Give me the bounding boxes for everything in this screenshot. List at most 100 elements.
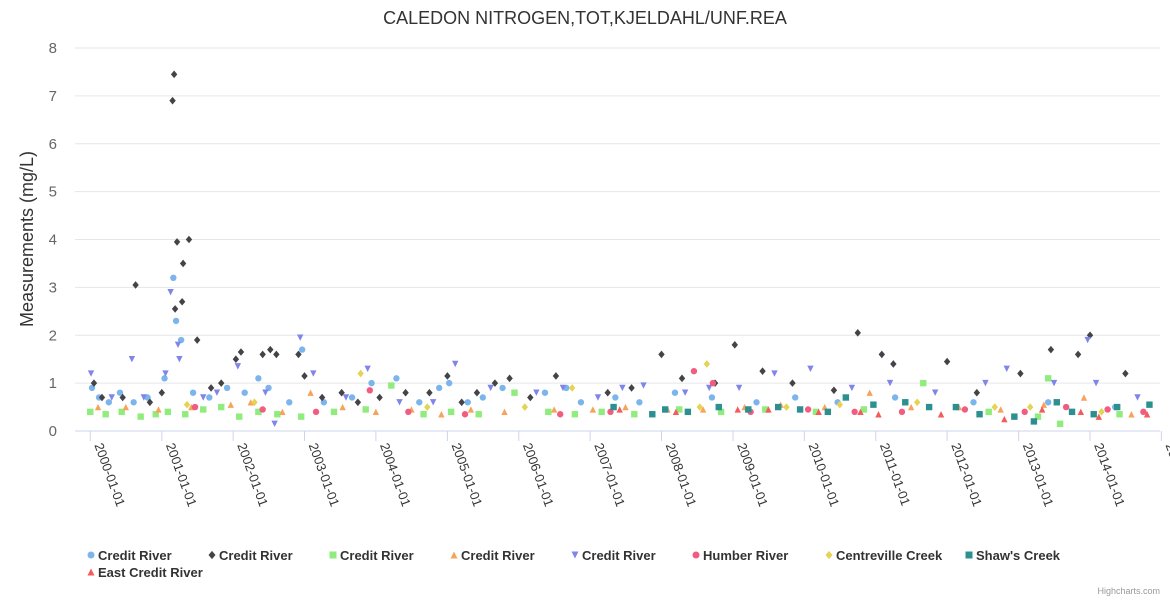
data-point[interactable] [487,384,494,392]
data-point[interactable] [174,341,182,349]
data-point[interactable] [860,406,868,413]
data-point[interactable] [715,403,722,411]
data-point[interactable] [631,411,638,418]
data-point[interactable] [170,274,177,281]
data-point[interactable] [662,406,669,413]
data-point[interactable] [183,400,191,409]
data-point[interactable] [182,411,189,418]
data-point[interactable] [703,360,711,368]
data-point[interactable] [604,388,611,397]
data-point[interactable] [255,408,262,416]
data-point[interactable] [857,408,864,416]
data-point[interactable] [169,96,176,105]
data-point[interactable] [436,384,443,392]
data-point[interactable] [765,406,772,413]
data-point[interactable] [684,408,692,416]
data-point[interactable] [137,413,144,420]
data-point[interactable] [622,403,629,411]
data-point[interactable] [762,406,769,413]
data-point[interactable] [891,394,899,401]
data-point[interactable] [255,375,262,382]
data-point[interactable] [511,389,518,396]
data-point[interactable] [1095,413,1103,420]
data-point[interactable] [479,394,487,401]
data-point[interactable] [696,403,704,411]
data-point[interactable] [267,345,274,354]
data-point[interactable] [745,406,752,413]
data-point[interactable] [943,357,951,366]
data-point[interactable] [970,399,977,406]
data-point[interactable] [207,384,215,392]
data-point[interactable] [87,408,94,416]
data-point[interactable] [681,389,689,396]
data-point[interactable] [429,399,437,406]
data-point[interactable] [671,389,679,396]
data-point[interactable] [98,393,106,402]
data-point[interactable] [116,389,124,396]
data-point[interactable] [557,411,564,418]
data-point[interactable] [1044,375,1052,382]
data-point[interactable] [991,403,999,411]
data-point[interactable] [376,393,383,402]
data-point[interactable] [902,399,909,406]
data-point[interactable] [312,408,320,416]
data-point[interactable] [132,281,139,289]
data-point[interactable] [218,403,225,411]
data-point[interactable] [467,406,475,413]
data-point[interactable] [310,370,317,377]
data-point[interactable] [1113,403,1121,411]
data-point[interactable] [247,399,254,406]
data-point[interactable] [172,317,180,325]
data-point[interactable] [128,355,136,363]
data-point[interactable] [1084,336,1091,344]
data-point[interactable] [1128,411,1135,418]
data-point[interactable] [812,408,820,416]
data-point[interactable] [830,386,838,395]
data-point[interactable] [200,394,207,401]
data-point[interactable] [1080,394,1088,401]
data-point[interactable] [251,398,258,407]
data-point[interactable] [173,238,181,246]
data-point[interactable] [171,305,179,313]
data-point[interactable] [690,367,698,375]
data-point[interactable] [521,403,529,411]
data-point[interactable] [886,379,894,387]
data-point[interactable] [589,406,597,413]
data-point[interactable] [982,379,989,387]
data-point[interactable] [213,389,221,396]
data-point[interactable] [393,375,400,382]
legend-item[interactable]: East Credit River [87,565,203,580]
data-point[interactable] [424,403,431,411]
data-point[interactable] [464,399,471,406]
data-point[interactable] [804,406,812,413]
data-point[interactable] [640,382,647,389]
data-point[interactable] [789,379,796,387]
data-point[interactable] [878,350,886,359]
legend-item[interactable]: Shaw's Creek [965,548,1061,563]
data-point[interactable] [297,334,304,341]
data-point[interactable] [140,394,148,401]
data-point[interactable] [227,401,235,408]
data-point[interactable] [461,411,469,418]
data-point[interactable] [973,388,981,397]
data-point[interactable] [709,379,717,387]
data-point[interactable] [678,374,686,383]
data-point[interactable] [438,411,445,418]
data-point[interactable] [545,408,552,416]
data-point[interactable] [705,384,713,392]
data-point[interactable] [193,336,201,344]
data-point[interactable] [920,379,927,387]
data-point[interactable] [649,411,656,418]
data-point[interactable] [1044,399,1052,406]
data-point[interactable] [1011,413,1018,420]
data-point[interactable] [473,388,481,397]
legend-marker[interactable] [571,551,579,559]
data-point[interactable] [783,403,790,411]
data-point[interactable] [405,408,412,416]
legend-marker[interactable] [87,568,95,576]
data-point[interactable] [870,401,877,408]
data-point[interactable] [262,389,269,396]
data-point[interactable] [1062,403,1070,411]
data-point[interactable] [541,389,549,396]
data-point[interactable] [330,408,338,416]
